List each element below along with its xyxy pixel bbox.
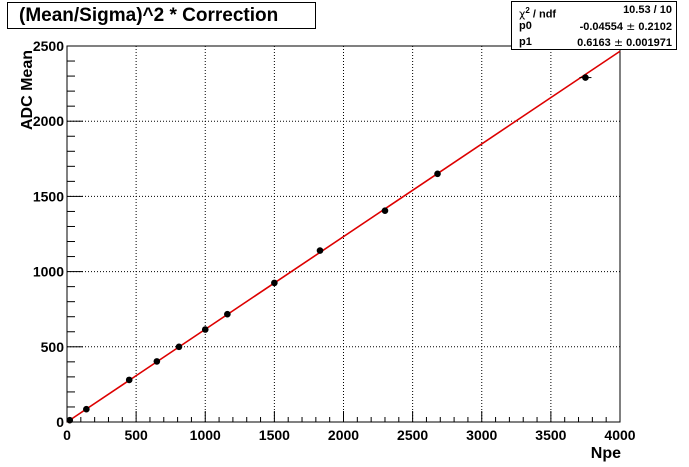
y-tick-label: 2500 (33, 38, 64, 54)
x-tick-labels: 0 500 1000 1500 2000 2500 3000 3500 4000 (63, 427, 636, 443)
data-point (434, 170, 441, 178)
y-tick-labels: 0 500 1000 1500 2000 2500 (33, 38, 64, 430)
data-point (381, 207, 389, 214)
x-tick-label: 1000 (190, 427, 221, 443)
stats-value-chi2: 10.53 / 10 (623, 4, 672, 16)
chart-title: (Mean/Sigma)^2 * Correction (19, 5, 279, 26)
data-point (83, 405, 90, 413)
data-point (175, 343, 183, 351)
y-tick-label: 2000 (33, 113, 64, 129)
x-axis-label: Npe (591, 445, 621, 462)
chart-title-box: (Mean/Sigma)^2 * Correction (7, 2, 316, 29)
stats-row-chi2: χ2 / ndf 10.53 / 10 (519, 3, 672, 21)
data-point (153, 358, 161, 365)
data-point (579, 74, 592, 81)
data-point (66, 416, 74, 424)
y-tick-label: 500 (41, 339, 65, 355)
data-point (316, 247, 324, 254)
x-tick-label: 500 (124, 427, 148, 443)
y-tick-label: 1500 (33, 188, 64, 204)
stats-label-p1: p1 (519, 36, 532, 48)
stats-label-chi2: χ2 / ndf (519, 6, 557, 21)
x-tick-label: 3500 (535, 427, 566, 443)
stats-value-p0: -0.04554 ± 0.2102 (579, 20, 672, 33)
grid (67, 46, 620, 422)
y-tick-label: 0 (56, 414, 64, 430)
x-tick-label: 3000 (466, 427, 497, 443)
x-tick-label: 4000 (604, 427, 635, 443)
stats-row-p0: p0 -0.04554 ± 0.2102 (519, 19, 672, 34)
axis-ticks (66, 45, 621, 423)
y-tick-label: 1000 (33, 264, 64, 280)
data-point (201, 326, 209, 333)
x-tick-label: 1500 (259, 427, 290, 443)
x-tick-label: 0 (63, 427, 71, 443)
stats-row-p1: p1 0.6163 ± 0.001971 (519, 35, 672, 50)
stats-value-p1: 0.6163 ± 0.001971 (577, 36, 672, 49)
stats-label-p0: p0 (519, 20, 532, 32)
data-point (224, 310, 231, 318)
data-point (125, 376, 133, 384)
x-tick-label: 2000 (328, 427, 359, 443)
y-axis-label: ADC Mean (19, 50, 36, 130)
data-point (271, 279, 278, 287)
x-tick-label: 2500 (397, 427, 428, 443)
fit-stats-box: χ2 / ndf 10.53 / 10 p0 -0.04554 ± 0.2102… (511, 1, 677, 50)
data-points (66, 74, 592, 424)
